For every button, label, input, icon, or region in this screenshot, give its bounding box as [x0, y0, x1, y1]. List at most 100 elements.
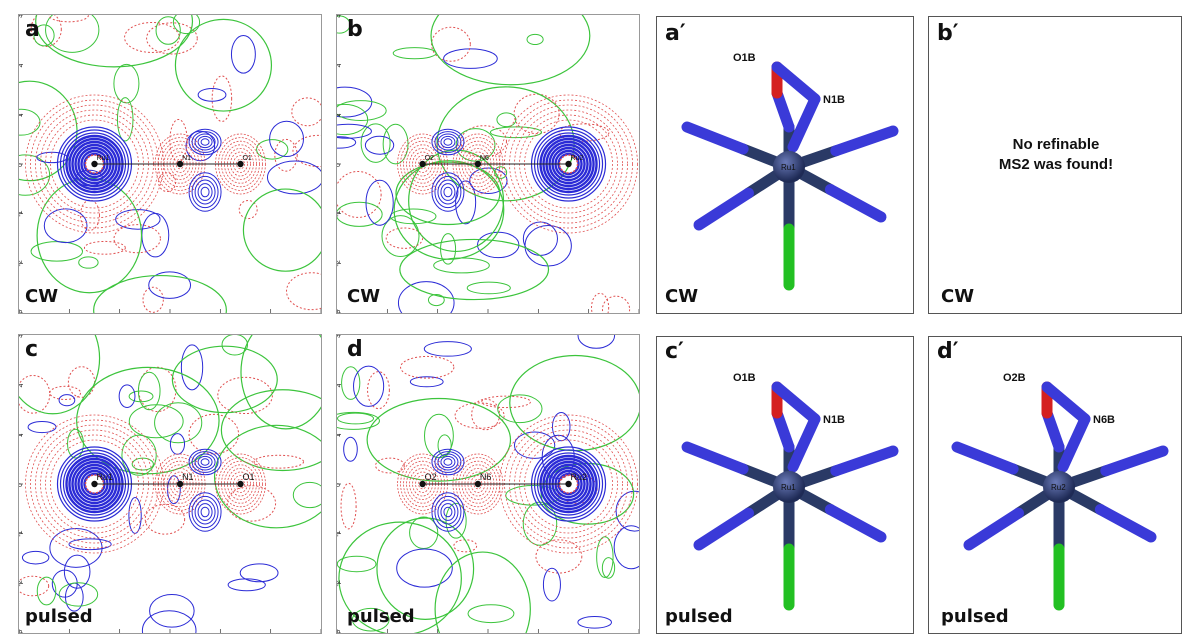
- positive-lobe: [437, 133, 459, 151]
- positive-lobe: [200, 458, 210, 466]
- metal-no-bond: [771, 407, 795, 453]
- contour-line: [466, 281, 511, 295]
- positive-lobe: [191, 175, 219, 209]
- contour-line: [128, 390, 154, 403]
- condition-label-c-prime: pulsed: [665, 606, 733, 627]
- metal-ligand-bond: [681, 121, 749, 155]
- contour-line: [1, 108, 41, 136]
- metal-no-bond: [771, 87, 795, 133]
- condition-label-b: CW: [347, 286, 381, 307]
- positive-lobe: [443, 506, 453, 518]
- contour-line: [509, 354, 642, 452]
- metal-no-bond: [787, 93, 821, 153]
- molecule-svg-c-prime: Ru1 O1B N1B: [681, 372, 899, 611]
- contour-line: [35, 0, 194, 68]
- positive-lobe: [443, 458, 453, 466]
- contour-line: [526, 33, 544, 46]
- ligand-contour: [218, 457, 263, 511]
- atom-label: O1: [242, 155, 251, 162]
- condition-label-d-prime: pulsed: [941, 606, 1009, 627]
- contour-line: [146, 22, 198, 55]
- contour-line: [381, 215, 420, 257]
- atom-marker: [474, 160, 482, 168]
- contour-line: [443, 48, 498, 69]
- contour-line: [67, 428, 84, 459]
- nitrogen-label: N6B: [1093, 414, 1115, 426]
- panel-label-d: d: [347, 337, 363, 362]
- contour-line: [242, 188, 329, 272]
- ligand-contour: [218, 137, 263, 191]
- atom-label: Ru1: [97, 155, 110, 162]
- contour-line: [0, 80, 78, 182]
- molecule-svg-d-prime: Ru2 O2B N6B: [951, 372, 1169, 611]
- metal-ligand-bond: [824, 504, 887, 543]
- contour-line: [226, 485, 277, 522]
- contour-line: [197, 87, 227, 102]
- contour-line: [33, 24, 55, 47]
- metal-ligand-bond: [824, 184, 887, 223]
- y-tick-label: 2: [337, 64, 342, 68]
- contour-line: [67, 366, 96, 398]
- contour-line: [83, 240, 126, 255]
- contour-line: [393, 160, 505, 260]
- n-o-bond: [771, 381, 821, 425]
- structure-panel-c-prime: Ru1 O1B N1B c′ pulsed: [656, 336, 914, 634]
- ligand-contour: [221, 460, 260, 508]
- positive-lobe: [188, 128, 222, 156]
- contour-line: [365, 179, 394, 226]
- ligand-contour: [221, 140, 260, 188]
- contour-line: [291, 97, 324, 127]
- panel-label-d-prime: d′: [937, 339, 959, 364]
- atom-marker: [237, 480, 244, 488]
- contour-line: [513, 431, 556, 459]
- contour-line: [78, 256, 99, 269]
- contour-line: [336, 555, 377, 573]
- ligand-contour: [230, 151, 251, 177]
- contour-line: [180, 344, 204, 391]
- metal-atom: [773, 471, 805, 503]
- positive-lobe: [440, 135, 456, 149]
- contour-line: [113, 224, 161, 254]
- condition-label-c: pulsed: [25, 606, 93, 627]
- atom-marker: [419, 480, 426, 488]
- contour-line: [149, 593, 195, 628]
- contour-line: [360, 123, 391, 163]
- contour-line: [68, 538, 112, 551]
- contour-line: [21, 550, 50, 565]
- atom-label: Ru2: [571, 472, 588, 482]
- contour-line: [601, 557, 616, 579]
- structure-panel-a-prime: Ru1 O1B N1B a′ CW: [656, 16, 914, 314]
- contour-line: [601, 295, 631, 323]
- contour-line: [494, 166, 508, 179]
- contour-line: [382, 123, 409, 165]
- contour-line: [155, 16, 181, 45]
- contour-line: [116, 97, 134, 142]
- positive-lobe: [194, 179, 216, 205]
- contour-line: [27, 421, 57, 434]
- atom-marker: [176, 480, 184, 488]
- positive-lobe: [197, 135, 213, 149]
- y-tick-label: -3: [337, 310, 342, 313]
- contour-line: [239, 563, 279, 583]
- contour-line: [409, 516, 439, 550]
- positive-lobe: [431, 492, 465, 532]
- oxygen-label: O2B: [1003, 372, 1026, 384]
- contour-line: [131, 457, 154, 471]
- contour-line: [141, 212, 170, 258]
- contour-line: [542, 567, 561, 602]
- no-ms2-message-line1: No refinable: [1012, 136, 1100, 153]
- metal-ligand-bond: [951, 441, 1019, 475]
- contour-line: [317, 86, 373, 118]
- contour-line: [489, 126, 543, 139]
- structure-panel-b-prime: b′ No refinable MS2 was found! CW: [928, 16, 1182, 314]
- contour-line: [399, 238, 550, 301]
- contour-line: [577, 616, 612, 629]
- y-tick-label: -3: [19, 630, 24, 633]
- panel-label-c-prime: c′: [665, 339, 684, 364]
- contour-line: [396, 548, 453, 588]
- atom-marker: [565, 480, 572, 488]
- atom-marker: [565, 160, 572, 168]
- metal-no-bond: [787, 413, 821, 473]
